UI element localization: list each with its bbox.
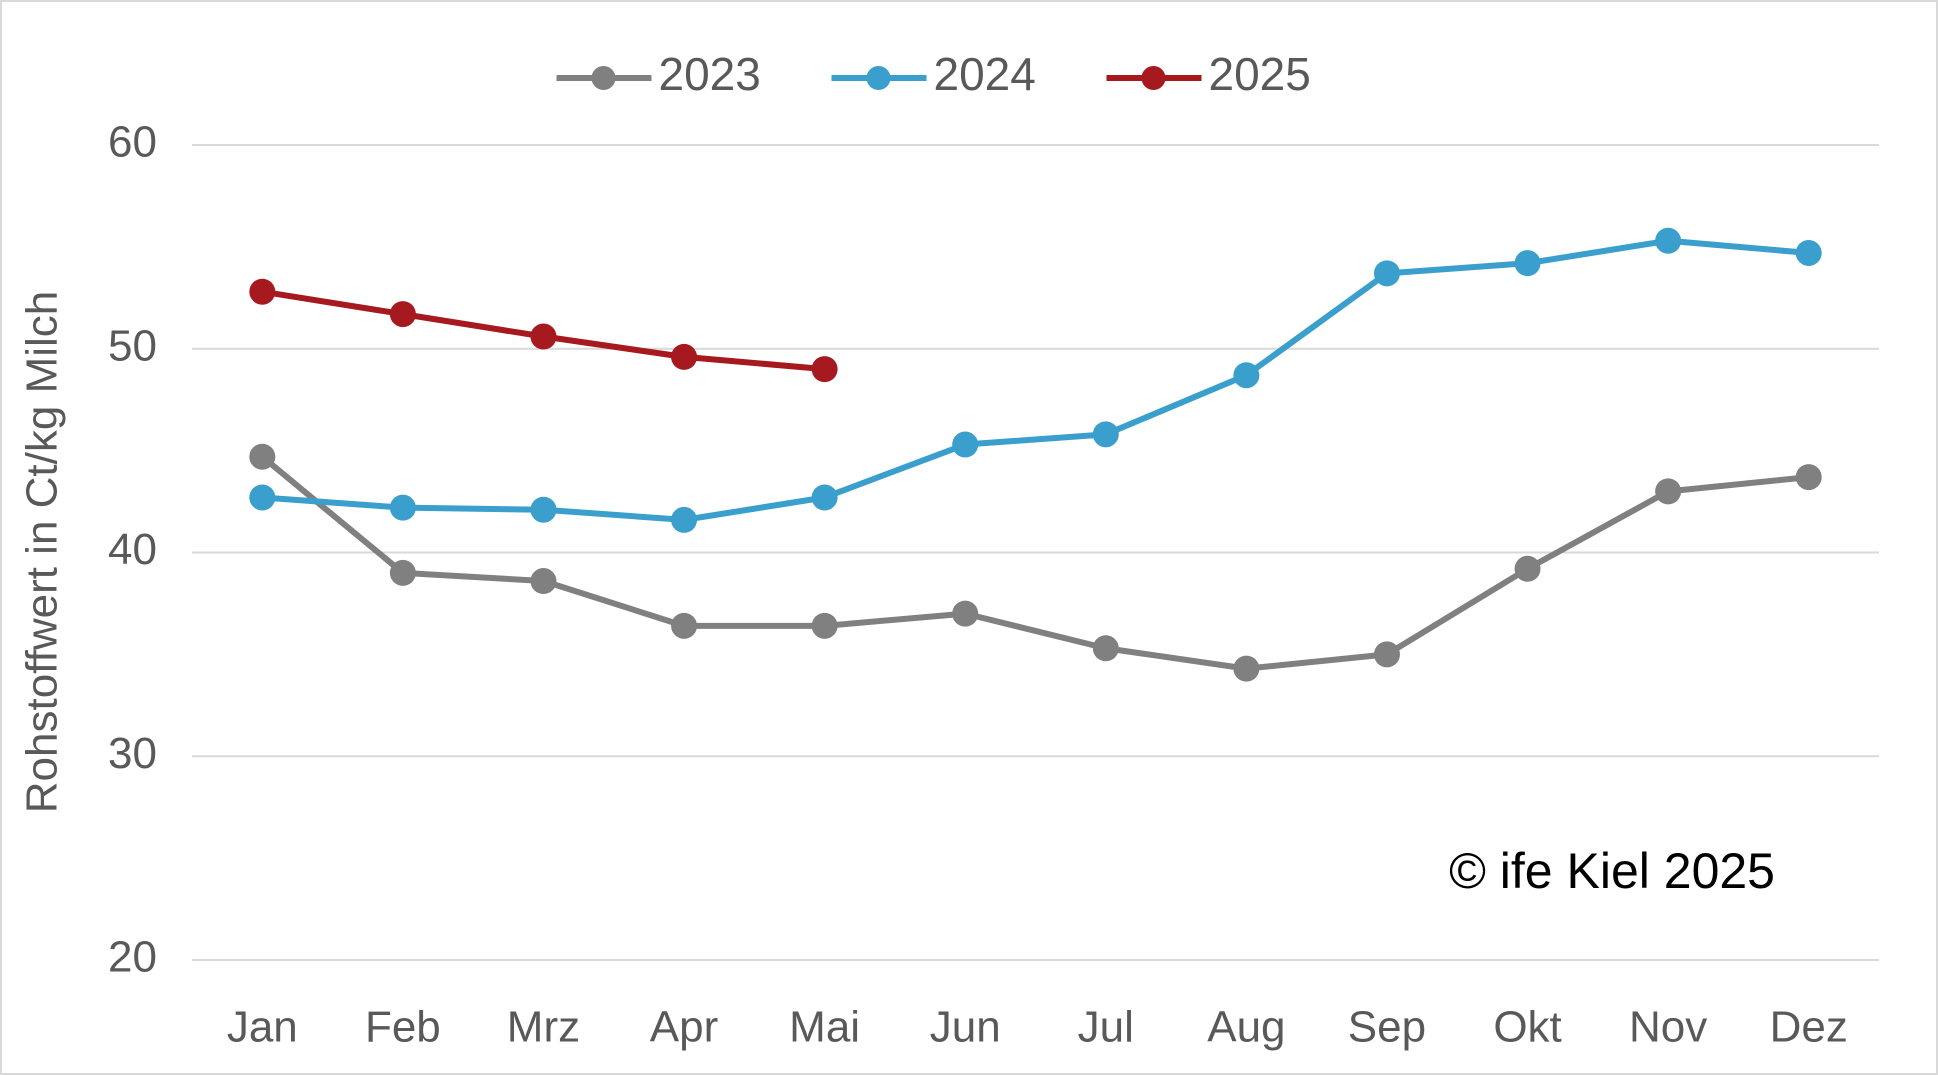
point <box>1795 239 1822 266</box>
x-tick-label: Feb <box>365 1003 441 1052</box>
x-tick-label: Okt <box>1493 1003 1561 1052</box>
annotation: © ife Kiel 2025 <box>1449 843 1775 899</box>
point <box>1514 250 1541 277</box>
legend-label: 2024 <box>934 48 1036 100</box>
y-axis-label: Rohstoffwert in Ct/kg Milch <box>18 291 67 813</box>
legend-label: 2025 <box>1209 48 1311 100</box>
legend-marker <box>866 66 891 90</box>
point <box>1655 227 1682 254</box>
series-line <box>262 237 1809 523</box>
x-tick-label: Apr <box>650 1003 718 1052</box>
point <box>811 356 838 383</box>
point <box>389 559 416 586</box>
x-tick-label: Sep <box>1348 1003 1426 1052</box>
legend-marker <box>591 66 616 90</box>
legend-label: 2023 <box>659 48 761 100</box>
point <box>671 612 698 639</box>
point <box>530 496 557 523</box>
point <box>1092 635 1119 662</box>
point <box>1373 260 1400 287</box>
point <box>1092 421 1119 448</box>
point <box>389 494 416 521</box>
y-tick-label: 50 <box>108 321 157 370</box>
point <box>530 323 557 350</box>
y-tick-label: 40 <box>108 525 157 574</box>
point <box>1233 362 1260 389</box>
x-tick-label: Dez <box>1770 1003 1848 1052</box>
point <box>249 484 276 511</box>
x-tick-label: Mrz <box>507 1003 580 1052</box>
point <box>530 568 557 595</box>
point <box>1655 478 1682 505</box>
x-tick-label: Aug <box>1207 1003 1285 1052</box>
x-tick-label: Jul <box>1078 1003 1134 1052</box>
point <box>811 612 838 639</box>
series-line <box>260 454 1810 672</box>
y-tick-label: 30 <box>108 729 157 778</box>
x-tick-label: Jun <box>930 1003 1001 1052</box>
point <box>952 431 979 458</box>
point <box>671 506 698 533</box>
point <box>1514 555 1541 582</box>
x-tick-label: Nov <box>1629 1003 1707 1052</box>
point <box>1373 641 1400 668</box>
y-tick-label: 60 <box>108 118 157 167</box>
x-tick-label: Jan <box>227 1003 298 1052</box>
point <box>249 443 276 470</box>
point <box>952 600 979 627</box>
point <box>249 278 276 305</box>
point <box>671 343 698 370</box>
point <box>1233 655 1260 682</box>
legend-marker <box>1141 66 1166 90</box>
y-tick-label: 20 <box>108 933 157 982</box>
point <box>1795 464 1822 491</box>
point <box>389 301 416 328</box>
x-tick-label: Mai <box>789 1003 860 1052</box>
point <box>811 484 838 511</box>
